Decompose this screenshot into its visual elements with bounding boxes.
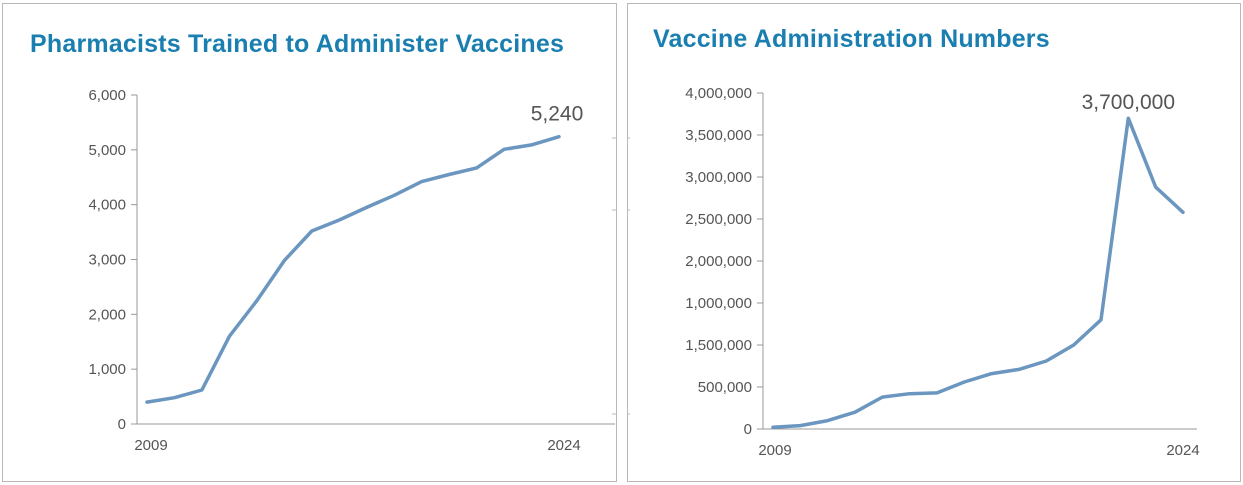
y-tick-label: 500,000 bbox=[698, 379, 752, 396]
y-tick-label: 1,500,000 bbox=[685, 337, 752, 354]
series-line bbox=[771, 116, 1185, 430]
chart-title: Pharmacists Trained to Administer Vaccin… bbox=[30, 30, 565, 58]
chart-panel-pharmacists: Pharmacists Trained to Administer Vaccin… bbox=[2, 3, 617, 482]
y-tick-label: 2,000 bbox=[88, 306, 126, 323]
line-chart-pharmacists: 0 1,000 2,000 3,000 4,000 5,000 6,000 2009 2024 5… bbox=[88, 87, 616, 454]
peak-annotation: 5,240 bbox=[531, 103, 584, 126]
series-line bbox=[145, 134, 561, 404]
y-tick-label: 1,000,000 bbox=[685, 295, 752, 312]
x-tick-label: 2009 bbox=[758, 442, 791, 459]
y-tick-label: 2,500,000 bbox=[685, 211, 752, 228]
x-tick-label: 2024 bbox=[547, 437, 580, 454]
y-tick-label: 4,000,000 bbox=[685, 85, 752, 102]
y-tick-label: 5,000 bbox=[88, 142, 126, 159]
y-tick-label: 3,000 bbox=[88, 252, 126, 269]
y-tick-label: 1,000 bbox=[88, 361, 126, 378]
line-chart-vaccines: 0 500,000 1,500,000 1,000,000 2,000,000 2,500… bbox=[628, 85, 1200, 459]
y-tick-label: 0 bbox=[118, 416, 126, 433]
y-tick-label: 6,000 bbox=[88, 87, 126, 104]
y-tick-label: 2,000,000 bbox=[685, 253, 752, 270]
x-tick-label: 2009 bbox=[134, 437, 167, 454]
y-tick-label: 3,500,000 bbox=[685, 127, 752, 144]
y-tick-label: 4,000 bbox=[88, 197, 126, 214]
y-tick-label: 3,000,000 bbox=[685, 169, 752, 186]
chart-panel-vaccines: Vaccine Administration Numbers 0 500,000 1… bbox=[627, 3, 1241, 482]
y-tick-label: 0 bbox=[744, 421, 752, 438]
peak-annotation: 3,700,000 bbox=[1082, 91, 1175, 114]
x-tick-label: 2024 bbox=[1166, 442, 1199, 459]
chart-title: Vaccine Administration Numbers bbox=[653, 25, 1050, 53]
